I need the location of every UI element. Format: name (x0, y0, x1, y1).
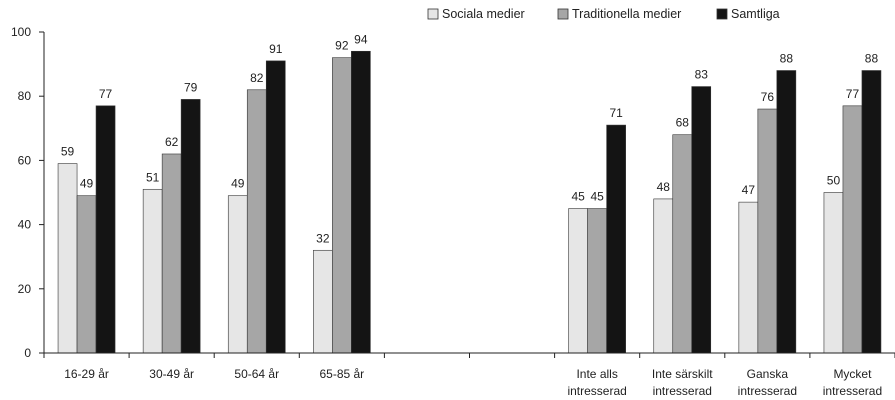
data-label: 92 (335, 39, 349, 53)
data-label: 59 (61, 145, 75, 159)
y-tick-label: 60 (18, 153, 32, 167)
bar (757, 108, 778, 354)
bar (691, 86, 712, 354)
y-tick-label: 20 (18, 282, 32, 296)
bar (95, 105, 116, 354)
bar (76, 195, 97, 354)
x-tick-label: intresserad (738, 384, 797, 398)
data-label: 82 (250, 71, 264, 85)
bar (861, 70, 882, 354)
legend-swatch (427, 8, 439, 20)
legend: Sociala medier Traditionella medier Samtli… (427, 7, 780, 21)
data-label: 76 (761, 90, 775, 104)
bar (653, 198, 674, 354)
bar (180, 99, 201, 354)
data-label: 48 (657, 180, 671, 194)
x-tick-label: 50-64 år (234, 367, 279, 381)
data-label: 50 (827, 174, 841, 188)
bar (568, 208, 588, 354)
data-label: 51 (146, 170, 160, 184)
bar (776, 70, 797, 354)
data-label: 68 (676, 116, 690, 130)
legend-label: Samtliga (731, 7, 780, 21)
x-tick-label: Mycket (833, 367, 872, 381)
data-label: 88 (865, 52, 879, 66)
data-label: 49 (231, 177, 245, 191)
data-label: 77 (846, 87, 860, 101)
y-tick-label: 0 (24, 346, 31, 360)
data-label: 32 (316, 231, 330, 245)
data-label: 47 (742, 183, 756, 197)
bar (227, 195, 248, 354)
data-label: 49 (80, 177, 94, 191)
bar (57, 163, 78, 354)
y-tick-label: 80 (18, 89, 32, 103)
x-tick-label: intresserad (567, 384, 626, 398)
bar (738, 201, 759, 354)
bar (823, 192, 844, 354)
data-label: 45 (590, 190, 604, 204)
y-tick-label: 100 (11, 25, 31, 39)
y-tick-label: 40 (18, 218, 32, 232)
bar (606, 124, 626, 354)
bar (587, 208, 607, 354)
bar (161, 153, 182, 354)
x-tick-label: Ganska (747, 367, 789, 381)
bar (246, 89, 267, 354)
legend-label: Sociala medier (442, 7, 525, 21)
x-tick-label: 65-85 år (319, 367, 364, 381)
data-label: 83 (695, 68, 709, 82)
legend-label: Traditionella medier (572, 7, 681, 21)
legend-swatch (716, 8, 728, 20)
axes: 0 20 40 60 80 100 16-29 år 30-49 år 50-64 år 65-8… (11, 25, 895, 398)
data-label: 45 (571, 190, 585, 204)
x-tick-label: intresserad (653, 384, 712, 398)
x-tick-label: Inte särskilt (652, 367, 713, 381)
data-label: 71 (609, 106, 623, 120)
bar (672, 134, 693, 354)
data-label: 88 (780, 52, 794, 66)
data-label: 79 (184, 80, 198, 94)
data-label: 94 (354, 32, 368, 46)
bars (57, 50, 882, 354)
legend-swatch (557, 8, 569, 20)
data-labels: 59 51 49 32 45 48 47 50 49 62 82 92 45 68 76 77 77 79 91 94… (61, 32, 879, 245)
x-tick-label: 16-29 år (64, 367, 109, 381)
bar (313, 249, 333, 354)
bar (142, 188, 163, 354)
x-tick-label: intresserad (823, 384, 882, 398)
bar (842, 105, 863, 354)
bar (265, 60, 286, 354)
x-tick-label: Inte alls (576, 367, 617, 381)
bar (351, 50, 371, 354)
data-label: 62 (165, 135, 179, 149)
data-label: 91 (269, 42, 283, 56)
bar (332, 57, 352, 354)
x-tick-label: 30-49 år (149, 367, 194, 381)
data-label: 77 (99, 87, 113, 101)
